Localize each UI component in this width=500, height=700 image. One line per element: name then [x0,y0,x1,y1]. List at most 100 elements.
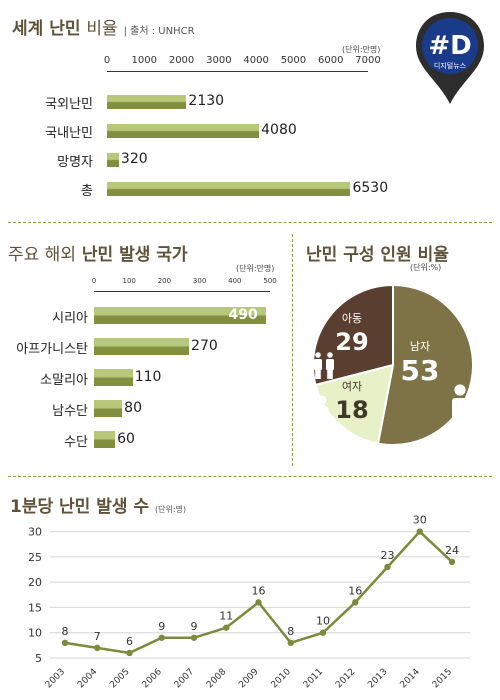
bar [94,338,190,355]
data-label: 9 [191,620,198,633]
world-refugee-bar-chart: 0 1000 2000 3000 4000 5000 6000 7000 국외난민 2130 국내난… [0,0,400,200]
woman-icon [315,395,329,439]
x-axis-line [94,291,270,292]
x-tick-label: 2012 [334,667,357,690]
data-point [126,649,133,657]
value-label: 320 [120,151,148,167]
countries-bar-chart: 0 100 200 300 400 500 시리아 490 아프가니스탄 270 소말리아 110 남수… [0,0,290,470]
data-point [352,599,359,606]
section-divider-2 [8,476,492,477]
bar [94,369,133,386]
data-point [384,563,391,571]
value-label: 270 [191,337,218,354]
composition-unit-label: (단위:%) [410,263,442,272]
y-tick-label: 15 [28,601,42,614]
source-label: | 출처 : UNHCR [123,26,195,37]
y-tick-label: 25 [28,551,42,564]
data-point [61,639,69,647]
data-point [94,644,101,652]
data-label: 16 [252,584,266,597]
man-icon [452,384,468,438]
y-tick-label: 10 [28,627,42,640]
x-tick-label: 200 [157,277,172,285]
logo-subtext: 디지털뉴스 [434,61,467,70]
value-label: 4080 [261,122,297,138]
data-label: 24 [445,544,459,557]
x-tick-label: 2013 [366,667,389,690]
data-point [319,629,327,636]
x-tick-label: 5000 [280,55,307,66]
pie-category-label: 아동 [342,312,362,325]
perminute-title: 1분당 난민 발생 수 (단위:명) [10,497,187,517]
countries-unit-label: (단위:만명) [236,264,275,273]
perminute-line-chart: 5 10 15 20 25 30 8 2003 7 2004 6 2005 9 2006 9 2007 11 20… [28,514,470,690]
section-vdivider [292,234,293,466]
x-tick-label: 2003 [44,667,67,690]
pie-value-label: 29 [335,328,368,356]
x-tick-label: 2010 [270,667,293,690]
x-tick-label: 2006 [141,667,164,690]
x-tick-label: 2011 [302,667,325,690]
value-label: 80 [124,399,142,416]
x-tick-label: 3000 [206,55,232,66]
bar [94,400,123,417]
composition-title: 난민 구성 인원 비율 [306,245,449,265]
pie-slice-men [376,283,474,446]
data-label: 7 [94,630,101,643]
bar [107,153,119,167]
countries-title: 주요 해외 난민 발생 국가 [8,245,188,265]
data-point [158,634,165,641]
pie-category-label: 남자 [410,340,430,353]
world-refugee-title: 세계 난민 비율 | 출처 : UNHCR [12,19,195,39]
child-icon [314,352,322,379]
x-tick-label: 300 [192,277,207,285]
pie-slice-women [314,363,395,445]
data-label: 10 [316,615,330,628]
x-tick-label: 2004 [76,667,99,690]
bar [107,124,260,138]
x-tick-label: 0 [103,55,111,66]
bar [107,95,187,109]
value-label: 490 [228,306,258,323]
data-label: 9 [158,620,165,633]
category-label: 총 [81,184,93,199]
x-tick-label: 2005 [108,667,131,690]
data-point [448,558,456,566]
bar [94,431,116,448]
data-label: 30 [413,514,427,527]
value-label: 110 [134,368,162,385]
y-tick-label: 30 [28,526,42,539]
x-tick-label: 2009 [237,667,260,690]
x-tick-label: 500 [263,277,277,285]
x-tick-label: 6000 [317,55,344,66]
pie-category-label: 여자 [342,380,362,393]
data-label: 8 [287,625,294,638]
category-label: 시리아 [52,310,88,326]
category-label: 국외난민 [45,97,93,112]
x-tick-label: 2015 [431,667,454,690]
category-label: 망명자 [57,155,93,170]
x-tick-label: 2008 [205,667,228,690]
section-divider [8,222,492,223]
data-label: 16 [348,584,362,597]
x-tick-label: 1000 [131,55,158,66]
category-label: 국내난민 [45,126,93,141]
child-icon [326,352,334,379]
pie-value-label: 53 [401,354,440,387]
x-tick-label: 2000 [168,55,195,66]
category-label: 수단 [64,434,88,450]
y-tick-label: 5 [35,652,42,665]
x-tick-label: 400 [228,277,242,285]
x-tick-label: 0 [91,277,97,285]
value-label: 2130 [188,93,225,109]
logo-text: #D [428,31,471,61]
category-label: 소말리아 [40,372,88,388]
data-label: 23 [381,549,395,562]
world-unit-label: (단위:만명) [342,45,381,54]
data-label: 11 [219,610,233,623]
category-label: 남수단 [52,403,88,419]
data-point [223,624,230,631]
data-point [190,634,198,641]
data-point [287,639,294,647]
